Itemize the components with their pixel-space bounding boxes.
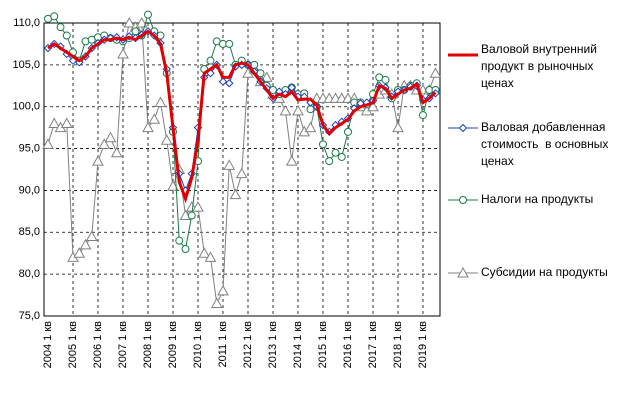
y-tick-label: 80,0 xyxy=(19,268,40,280)
x-tick-label: 2008 1 кв xyxy=(142,321,154,369)
circle-marker xyxy=(62,31,71,40)
triangle-marker xyxy=(210,297,223,308)
x-tick-label: 2019 1 кв xyxy=(417,321,429,369)
triangle-marker xyxy=(85,230,98,241)
legend-label: Валовой внутренний продукт в рыночных це… xyxy=(481,42,601,90)
triangle-marker xyxy=(167,180,179,191)
circle-marker xyxy=(225,39,234,48)
triangle-marker xyxy=(198,247,211,258)
triangle-marker xyxy=(60,117,73,128)
circle-marker xyxy=(269,85,277,94)
triangle-marker xyxy=(42,138,54,149)
series-line xyxy=(47,29,437,204)
triangle-marker xyxy=(292,104,304,116)
triangle-marker xyxy=(457,266,469,278)
triangle-marker xyxy=(73,247,86,258)
circle-marker xyxy=(419,111,427,120)
circle-marker xyxy=(144,10,152,19)
triangle-marker xyxy=(392,121,404,133)
y-tick-label: 100,0 xyxy=(12,101,40,113)
x-tick-label: 2010 1 кв xyxy=(192,321,204,369)
diamond-marker xyxy=(225,79,234,88)
circle-marker xyxy=(187,211,196,220)
legend-label: Субсидии на продукты xyxy=(481,265,608,279)
y-tick-label: 85,0 xyxy=(19,226,40,238)
circle-marker xyxy=(131,27,140,36)
triangle-marker xyxy=(123,16,136,28)
plot-border xyxy=(43,22,441,317)
y-tick-label: 90,0 xyxy=(19,184,40,196)
x-tick-label: 2012 1 кв xyxy=(242,321,254,369)
circle-marker xyxy=(319,140,327,149)
triangle-marker xyxy=(217,284,229,296)
triangle-marker xyxy=(235,167,248,179)
triangle-marker xyxy=(79,238,92,250)
circle-marker xyxy=(175,236,184,245)
series-line xyxy=(47,13,436,251)
triangle-marker xyxy=(204,251,217,262)
triangle-marker xyxy=(429,67,442,78)
circle-marker xyxy=(56,23,65,32)
triangle-marker xyxy=(285,155,298,166)
triangle-marker xyxy=(260,71,273,82)
circle-marker xyxy=(181,245,190,254)
triangle-marker xyxy=(192,201,204,212)
triangle-marker xyxy=(223,159,236,170)
circle-marker xyxy=(325,157,334,166)
circle-marker xyxy=(344,127,352,136)
circle-marker xyxy=(331,148,340,157)
triangle-marker xyxy=(304,121,317,133)
diamond-marker xyxy=(458,123,468,133)
triangle-marker xyxy=(98,138,111,149)
circle-marker xyxy=(206,56,215,65)
circle-marker xyxy=(256,69,265,78)
x-tick-label: 2017 1 кв xyxy=(367,321,379,369)
x-tick-label: 2015 1 кв xyxy=(317,321,329,369)
x-tick-label: 2018 1 кв xyxy=(392,321,404,369)
x-tick-label: 2004 1 кв xyxy=(42,321,54,369)
triangle-marker xyxy=(142,121,154,133)
x-tick-label: 2005 1 кв xyxy=(67,321,79,369)
x-tick-label: 2011 1 кв xyxy=(217,321,229,368)
triangle-marker xyxy=(110,146,123,158)
triangle-marker xyxy=(48,117,61,128)
circle-marker xyxy=(337,152,346,161)
x-tick-label: 2007 1 кв xyxy=(117,321,129,369)
y-tick-label: 75,0 xyxy=(19,310,40,322)
triangle-marker xyxy=(367,100,379,112)
diamond-marker xyxy=(106,33,115,43)
triangle-marker xyxy=(117,47,129,59)
y-tick-label: 95,0 xyxy=(19,142,40,154)
triangle-marker xyxy=(160,134,173,145)
triangle-marker xyxy=(279,104,292,116)
legend-label: Налоги на продукты xyxy=(481,192,594,206)
y-tick-label: 110,0 xyxy=(13,17,40,29)
diamond-marker xyxy=(218,77,228,86)
circle-marker xyxy=(50,12,59,21)
triangle-marker xyxy=(92,155,104,166)
y-tick-label: 105,0 xyxy=(12,59,40,71)
x-tick-label: 2006 1 кв xyxy=(92,321,104,369)
legend-label: Валовая добавленная стоимость в основных… xyxy=(481,120,612,168)
x-tick-label: 2014 1 кв xyxy=(292,321,304,369)
x-tick-label: 2016 1 кв xyxy=(342,321,354,369)
x-tick-label: 2013 1 кв xyxy=(267,321,279,369)
triangle-marker xyxy=(148,113,161,124)
triangle-marker xyxy=(104,131,117,143)
triangle-marker xyxy=(229,188,242,200)
circle-marker xyxy=(459,196,467,204)
x-tick-label: 2009 1 кв xyxy=(167,321,179,369)
triangle-marker xyxy=(135,16,148,28)
circle-marker xyxy=(381,75,390,84)
triangle-marker xyxy=(154,96,167,108)
